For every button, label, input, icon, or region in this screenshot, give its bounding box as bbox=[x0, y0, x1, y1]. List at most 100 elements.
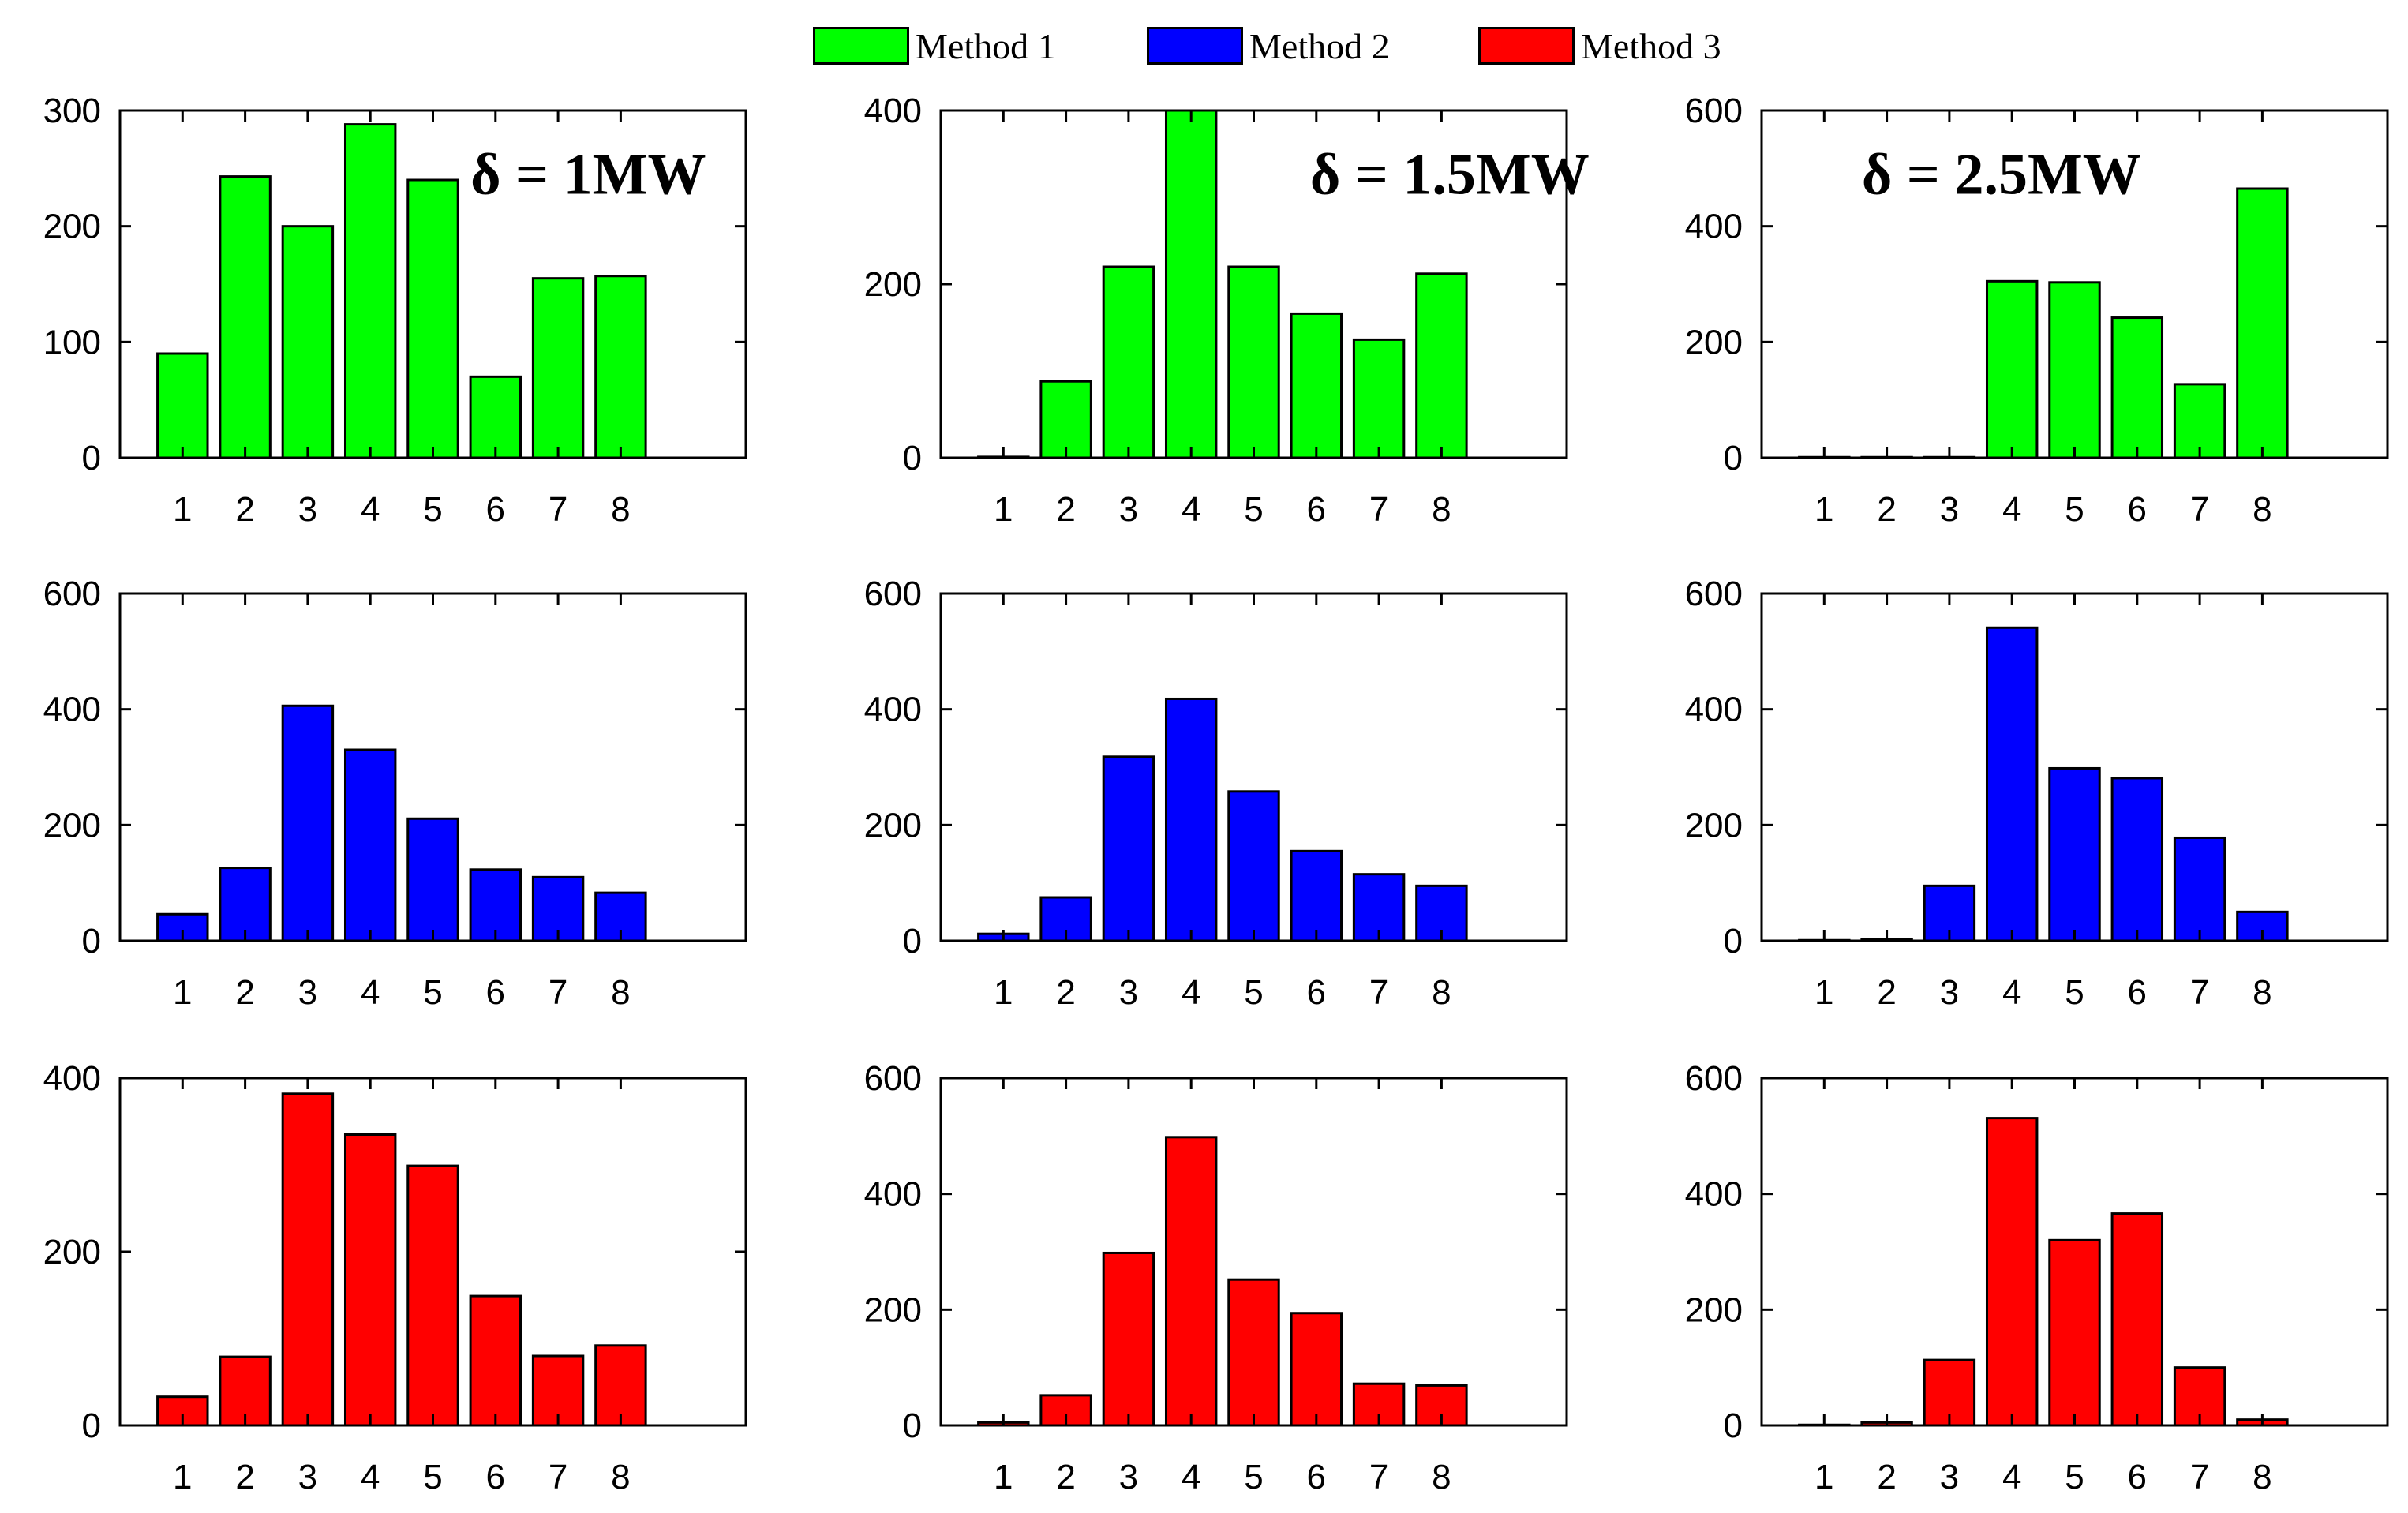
x-tick-label: 1 bbox=[1814, 973, 1833, 1012]
x-tick-label: 6 bbox=[486, 490, 505, 529]
legend-item-method-2: Method 2 bbox=[1147, 24, 1390, 68]
x-tick-label: 6 bbox=[2128, 973, 2147, 1012]
y-tick-label: 0 bbox=[1724, 439, 1743, 477]
bar-7 bbox=[2173, 383, 2226, 459]
subplot-7: 0 200 400 1 2 3 4 5 6 7 8 bbox=[43, 1059, 747, 1496]
legend-swatch-method-2 bbox=[1147, 27, 1243, 65]
bar-5 bbox=[406, 178, 459, 459]
x-tick-label: 4 bbox=[2002, 1458, 2021, 1496]
x-tick-label: 2 bbox=[1877, 1458, 1896, 1496]
x-tick-label: 8 bbox=[1432, 490, 1451, 529]
x-tick-label: 5 bbox=[423, 1458, 442, 1496]
y-tick-label: 200 bbox=[864, 1290, 922, 1329]
bar-5 bbox=[406, 817, 459, 942]
bar-6 bbox=[2110, 316, 2164, 459]
legend-label-method-1: Method 1 bbox=[916, 25, 1056, 66]
y-tick-label: 0 bbox=[82, 922, 101, 961]
x-tick-label: 7 bbox=[549, 1458, 567, 1496]
x-tick-label: 7 bbox=[1369, 490, 1388, 529]
bar-3 bbox=[1102, 755, 1155, 942]
x-tick-label: 4 bbox=[361, 973, 380, 1012]
x-tick-label: 8 bbox=[2253, 1458, 2271, 1496]
y-tick-label: 200 bbox=[1685, 323, 1743, 361]
x-tick-label: 8 bbox=[1432, 973, 1451, 1012]
x-tick-label: 2 bbox=[1056, 490, 1075, 529]
legend-item-method-3: Method 3 bbox=[1478, 24, 1721, 68]
bar-8 bbox=[594, 275, 647, 459]
bar-5 bbox=[1227, 1278, 1280, 1427]
x-tick-label: 1 bbox=[1814, 490, 1833, 529]
y-tick-label: 600 bbox=[1685, 1059, 1743, 1098]
y-tick-label: 0 bbox=[82, 1406, 101, 1445]
x-tick-label: 4 bbox=[1182, 490, 1200, 529]
y-tick-label: 400 bbox=[864, 1175, 922, 1214]
x-tick-label: 1 bbox=[994, 490, 1013, 529]
x-tick-label: 7 bbox=[1369, 1458, 1388, 1496]
y-tick-label: 0 bbox=[1724, 1406, 1743, 1445]
bar-8 bbox=[1415, 272, 1468, 459]
bar-7 bbox=[1352, 338, 1406, 459]
bar-4 bbox=[1164, 1136, 1218, 1427]
bar-3 bbox=[1102, 1251, 1155, 1427]
y-tick-label: 600 bbox=[864, 1059, 922, 1098]
x-tick-label: 3 bbox=[1119, 973, 1138, 1012]
y-tick-label: 100 bbox=[43, 323, 101, 361]
bar-5 bbox=[2048, 281, 2101, 459]
legend-label-method-3: Method 3 bbox=[1581, 25, 1721, 66]
bar-6 bbox=[1290, 849, 1343, 942]
subplot-4: 0 200 400 600 1 2 3 4 5 6 7 8 bbox=[43, 575, 747, 1012]
x-tick-label: 5 bbox=[2065, 1458, 2084, 1496]
x-tick-label: 2 bbox=[1877, 490, 1896, 529]
legend-item-method-1: Method 1 bbox=[813, 24, 1056, 68]
x-tick-label: 1 bbox=[173, 973, 192, 1012]
bar-2 bbox=[219, 175, 272, 459]
subplot-5: 0 200 400 600 1 2 3 4 5 6 7 8 bbox=[864, 575, 1568, 1012]
y-tick-label: 400 bbox=[1685, 208, 1743, 246]
y-tick-label: 400 bbox=[1685, 1175, 1743, 1214]
bar-6 bbox=[2110, 777, 2164, 942]
x-tick-label: 1 bbox=[173, 1458, 192, 1496]
bar-2 bbox=[219, 867, 272, 942]
y-tick-label: 600 bbox=[1685, 575, 1743, 613]
y-tick-label: 200 bbox=[1685, 806, 1743, 845]
bar-5 bbox=[1227, 265, 1280, 459]
x-tick-label: 4 bbox=[2002, 490, 2021, 529]
bar-4 bbox=[343, 1133, 397, 1427]
x-tick-label: 2 bbox=[235, 490, 254, 529]
subplot-2: 0 200 400 1 2 3 4 5 6 7 8 δ = 1.5MW bbox=[864, 92, 1590, 529]
y-tick-label: 0 bbox=[903, 439, 922, 477]
bar-4 bbox=[1985, 626, 2039, 942]
x-tick-label: 4 bbox=[361, 1458, 380, 1496]
y-tick-label: 400 bbox=[1685, 691, 1743, 729]
bar-7 bbox=[531, 1354, 585, 1427]
x-tick-label: 7 bbox=[549, 973, 567, 1012]
bar-4 bbox=[1164, 109, 1218, 459]
x-tick-label: 8 bbox=[611, 490, 630, 529]
y-tick-label: 600 bbox=[43, 575, 101, 613]
x-tick-label: 8 bbox=[2253, 973, 2271, 1012]
x-tick-label: 1 bbox=[1814, 1458, 1833, 1496]
legend-swatch-method-1 bbox=[813, 27, 909, 65]
x-tick-label: 6 bbox=[1307, 1458, 1326, 1496]
x-tick-label: 3 bbox=[298, 973, 317, 1012]
legend-swatch-method-3 bbox=[1478, 27, 1575, 65]
bar-6 bbox=[2110, 1212, 2164, 1427]
x-tick-label: 7 bbox=[2190, 1458, 2209, 1496]
subplot-9: 0 200 400 600 1 2 3 4 5 6 7 8 bbox=[1685, 1059, 2389, 1496]
y-tick-label: 200 bbox=[864, 806, 922, 845]
subplot-1: 0 100 200 300 1 2 3 4 5 6 7 8 δ = 1MW bbox=[43, 92, 747, 529]
legend-label-method-2: Method 2 bbox=[1249, 25, 1390, 66]
x-tick-label: 8 bbox=[1432, 1458, 1451, 1496]
bar-2 bbox=[219, 1355, 272, 1427]
bar-4 bbox=[1164, 697, 1218, 942]
x-tick-label: 5 bbox=[1244, 1458, 1263, 1496]
x-tick-label: 8 bbox=[2253, 490, 2271, 529]
x-tick-label: 1 bbox=[994, 1458, 1013, 1496]
delta-annotation: δ = 1.5MW bbox=[1310, 143, 1590, 208]
y-tick-label: 0 bbox=[82, 439, 101, 477]
subplot-6: 0 200 400 600 1 2 3 4 5 6 7 8 bbox=[1685, 575, 2389, 1012]
y-tick-label: 200 bbox=[864, 265, 922, 304]
bar-5 bbox=[406, 1164, 459, 1427]
y-tick-label: 400 bbox=[864, 691, 922, 729]
